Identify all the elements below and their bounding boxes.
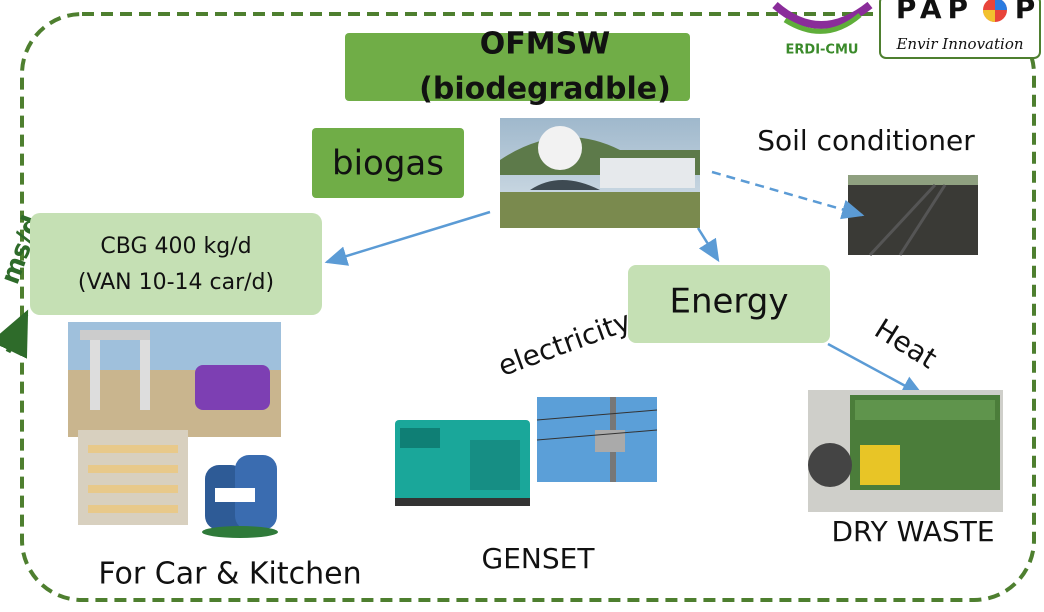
erdi-logo: ERDI-CMU (775, 5, 870, 58)
soil-label: Soil conditioner (757, 124, 975, 157)
energy-label: Energy (669, 282, 788, 322)
slide: ms/d ERDI-CMU PAP P Envir Innovation OFM… (0, 0, 1044, 612)
dryer-photo (808, 390, 1003, 512)
cbg-label: (VAN 10-14 car/d) (78, 270, 274, 295)
electricity-label: electricity (494, 304, 636, 382)
biogas-label: biogas (332, 144, 444, 184)
cylinder-photo (202, 455, 278, 538)
caption: DRY WASTE (831, 515, 994, 548)
cbg-box (30, 213, 322, 315)
caption: For Car & Kitchen (98, 557, 361, 592)
arrow (698, 228, 718, 260)
arrow (327, 212, 490, 262)
tanks-photo (78, 430, 188, 525)
erdi-text: ERDI-CMU (786, 43, 859, 58)
biogas-photo (500, 118, 700, 228)
papop-text: P (1015, 0, 1036, 25)
papop-text: PAP (896, 0, 974, 25)
van-photo (68, 322, 281, 437)
title-line: OFMSW (480, 27, 611, 62)
pole-photo (537, 397, 657, 482)
arrow (712, 172, 862, 215)
caption: GENSET (482, 542, 596, 575)
soil-photo (848, 175, 978, 255)
title-line: (biodegradble) (419, 72, 671, 107)
envir-text: Envir Innovation (895, 35, 1023, 53)
heat-label: Heat (869, 312, 943, 375)
cbg-label: CBG 400 kg/d (100, 234, 251, 259)
page: ms/d ERDI-CMU PAP P Envir Innovation OFM… (0, 0, 1044, 612)
papop-logo: PAP P Envir Innovation (880, 0, 1040, 58)
genset-photo (395, 420, 530, 506)
